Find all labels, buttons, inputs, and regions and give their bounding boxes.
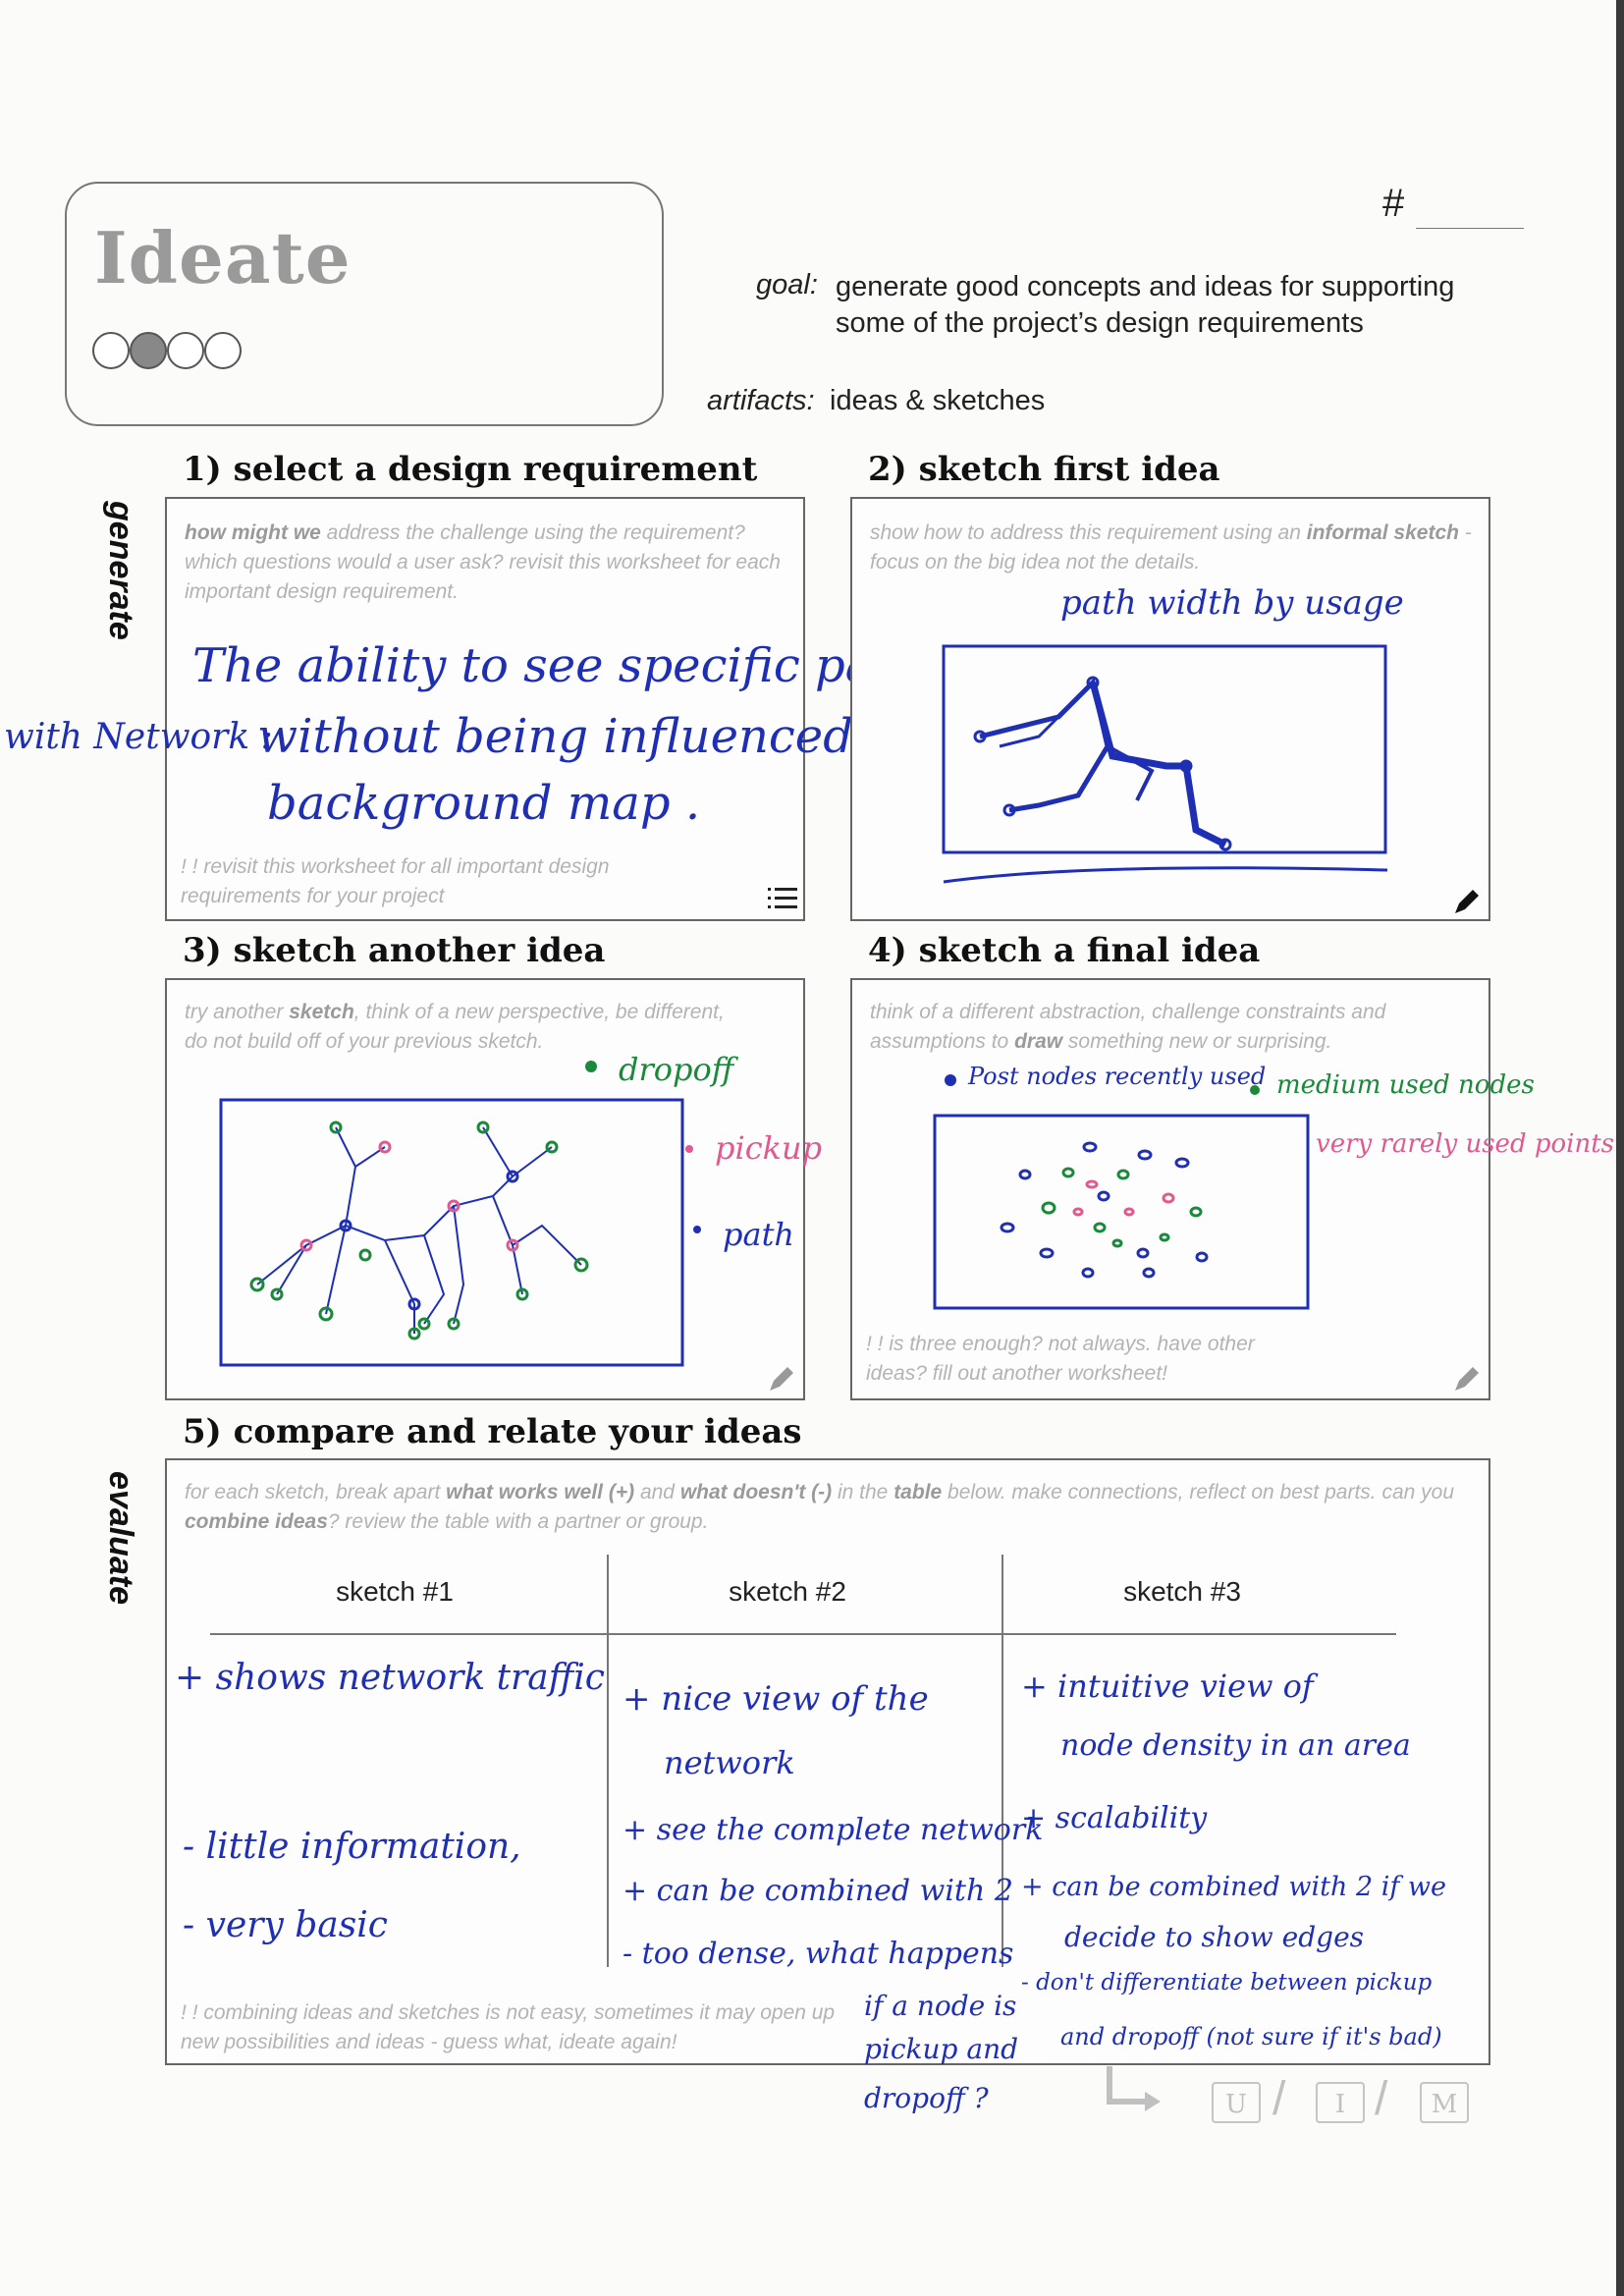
s3-legend-dropoff: dropoff	[619, 1051, 734, 1088]
table-header-sketch-3: sketch #3	[1123, 1576, 1241, 1607]
side-label-generate: generate	[102, 501, 139, 640]
footer-m-box: M	[1420, 2082, 1469, 2123]
pencil-icon	[768, 1365, 795, 1393]
table-header-sketch-1: sketch #1	[336, 1576, 454, 1607]
section-1-panel: how might we address the challenge using…	[165, 497, 805, 921]
col2-entry-6: if a node is	[864, 1990, 1017, 2022]
pencil-icon	[1453, 1365, 1481, 1393]
section-2-instructions: show how to address this requirement usi…	[870, 521, 1472, 574]
section-4-note: ! ! is three enough? not always. have ot…	[866, 1333, 1255, 1385]
worksheet-number-label: #	[1382, 182, 1405, 225]
col2-entry-7: pickup and	[864, 2033, 1019, 2065]
scan-page-edge	[1616, 0, 1624, 2296]
pencil-icon	[1453, 888, 1481, 915]
progress-dot-2-active	[130, 332, 167, 369]
col3-entry-5: decide to show edges	[1064, 1921, 1365, 1953]
footer-slash-1: /	[1272, 2073, 1286, 2125]
section-1-heading: 1) select a design requirement	[183, 450, 758, 489]
col3-entry-2: node density in an area	[1060, 1728, 1411, 1763]
col2-entry-4: + can be combined with 2	[623, 1874, 1013, 1908]
col1-entry-1: + shows network traffic	[175, 1658, 605, 1698]
progress-dot-1	[92, 332, 130, 369]
s2-handwriting-caption: path width by usage	[1060, 583, 1404, 623]
s3-legend-path: path	[723, 1216, 795, 1253]
table-header-sketch-2: sketch #2	[729, 1576, 846, 1607]
col1-entry-2: - little information,	[183, 1827, 521, 1867]
col2-entry-5: - too dense, what happens	[623, 1937, 1014, 1971]
section-2-heading: 2) sketch first idea	[868, 450, 1220, 489]
s3-legend-pickup: pickup	[715, 1129, 823, 1167]
footer-slash-2: /	[1375, 2073, 1388, 2125]
col2-entry-2: network	[664, 1744, 795, 1781]
col3-entry-4: + can be combined with 2 if we	[1021, 1872, 1447, 1902]
sketch-1-drawing	[942, 644, 1388, 884]
footer-i-box: I	[1316, 2082, 1365, 2123]
section-4-instructions: think of a different abstraction, challe…	[870, 1001, 1386, 1053]
footer-u-box: U	[1212, 2082, 1261, 2123]
section-4-panel: think of a different abstraction, challe…	[850, 978, 1490, 1400]
artifacts-label: artifacts:	[707, 385, 815, 416]
s4-legend-medium: medium used nodes	[1276, 1070, 1535, 1100]
col3-entry-3: + scalability	[1021, 1801, 1208, 1835]
section-4-heading: 4) sketch a final idea	[868, 931, 1261, 970]
section-5-heading: 5) compare and relate your ideas	[183, 1412, 802, 1451]
section-1-instructions: how might we address the challenge using…	[185, 521, 781, 603]
sketch-3-drawing	[933, 1074, 1310, 1310]
section-5-note: ! ! combining ideas and sketches is not …	[181, 2001, 836, 2053]
page-title: Ideate	[94, 216, 352, 300]
section-3-instructions: try another sketch, think of a new persp…	[185, 1001, 725, 1053]
s1-handwriting-line-2: without being influenced by a	[257, 709, 968, 764]
table-column-divider-1	[607, 1555, 609, 1967]
table-header-divider	[210, 1633, 1396, 1635]
s4-legend-recent: Post nodes recently used	[968, 1063, 1267, 1090]
col1-entry-3: - very basic	[183, 1905, 388, 1945]
title-card	[65, 182, 664, 426]
section-5-instructions: for each sketch, break apart what works …	[185, 1481, 1454, 1533]
section-3-panel: try another sketch, think of a new persp…	[165, 978, 805, 1400]
progress-dot-4	[204, 332, 242, 369]
s4-legend-rare: very rarely used points	[1316, 1129, 1615, 1159]
artifacts-text: ideas & sketches	[830, 385, 1046, 416]
goal-line-1: generate good concepts and ideas for sup…	[836, 271, 1455, 302]
col3-entry-7: and dropoff (not sure if it's bad)	[1060, 2023, 1442, 2050]
progress-dot-3	[167, 332, 204, 369]
section-5-panel: for each sketch, break apart what works …	[165, 1458, 1490, 2065]
col3-entry-6: - don't differentiate between pickup	[1021, 1970, 1433, 1995]
sketch-2-drawing	[219, 1098, 684, 1367]
arrow-icon	[1100, 2062, 1168, 2121]
goal-text: generate good concepts and ideas for sup…	[836, 269, 1503, 342]
s1-handwriting-line-3: background map .	[267, 776, 701, 831]
s1-handwriting-margin: with Network :	[4, 717, 273, 757]
table-column-divider-2	[1001, 1555, 1003, 1967]
section-2-panel: show how to address this requirement usi…	[850, 497, 1490, 921]
col3-entry-1: + intuitive view of	[1021, 1667, 1314, 1705]
col2-entry-3: + see the complete network	[623, 1813, 1044, 1847]
side-label-evaluate: evaluate	[102, 1471, 139, 1606]
worksheet-number-field	[1416, 228, 1524, 229]
s3-legend-markers	[585, 1061, 701, 1233]
goal-line-2: some of the project’s design requirement…	[836, 307, 1364, 339]
col2-entry-8: dropoff ?	[864, 2082, 989, 2114]
goal-label: goal:	[756, 269, 818, 301]
section-1-note: ! ! revisit this worksheet for all impor…	[181, 855, 610, 907]
col2-entry-1: + nice view of the	[623, 1679, 929, 1719]
section-3-heading: 3) sketch another idea	[183, 931, 606, 970]
list-icon	[768, 888, 797, 909]
